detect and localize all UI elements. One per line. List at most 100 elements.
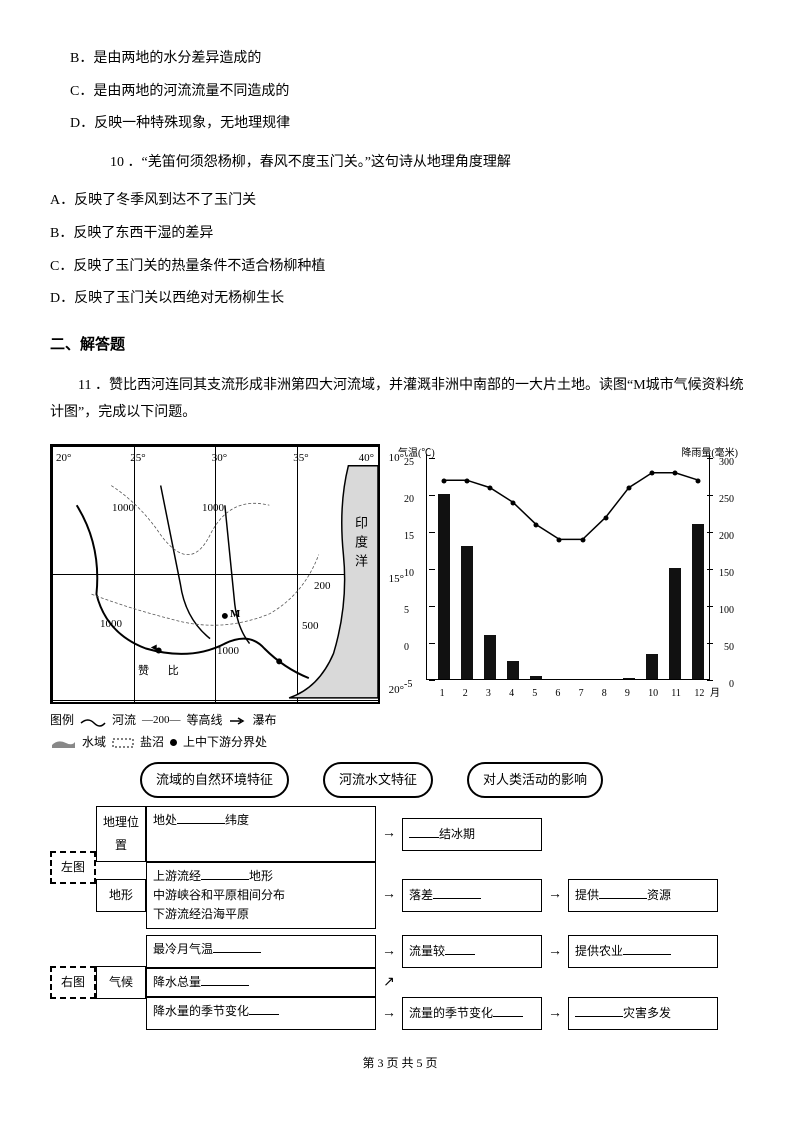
temp-point	[534, 523, 539, 528]
month-label: 12	[694, 684, 704, 703]
ter1-pre: 上游流经	[153, 869, 201, 883]
bubble-3: 对人类活动的影响	[467, 762, 603, 799]
map-panel: 20° 25° 30° 35° 40° 10° 15° 20° M 印度洋	[50, 444, 380, 753]
month-label: 2	[463, 684, 468, 703]
month-label: 11	[671, 684, 681, 703]
detail-ter: 上游流经 地形 中游峡谷和平原相间分布 下游流经沿海平原	[146, 862, 376, 930]
cli2: 降水总量	[146, 968, 376, 997]
waterfall-icon	[229, 716, 247, 726]
mid-drop: 落差	[402, 879, 542, 912]
q10-A: A．反映了冬季风到达不了玉门关	[50, 188, 750, 215]
temp-point	[464, 478, 469, 483]
mid-season: 流量的季节变化	[402, 997, 542, 1030]
cat-cli: 气候	[96, 966, 146, 999]
opt-prev-B: B．是由两地的水分差异造成的	[70, 46, 750, 73]
bubble-2: 河流水文特征	[323, 762, 433, 799]
src-left: 左图	[50, 851, 96, 884]
month-label: 7	[579, 684, 584, 703]
out-dis-t: 灾害多发	[623, 1006, 671, 1020]
month-label: 5	[532, 684, 537, 703]
ter3: 下游流经沿海平原	[153, 905, 369, 924]
pos-post: 纬度	[225, 813, 249, 827]
contour-1000c: 1000	[100, 614, 122, 635]
q10-stem: 10 ．“羌笛何须怨杨柳，春风不度玉门关。”这句诗从地理角度理解	[110, 150, 750, 177]
flow-row-pos: 左图 地理位置 地处纬度 → 结冰期 地形 上游流经地形 中游峡谷和平原相间分布…	[50, 806, 750, 929]
out-agri-t: 提供农业	[575, 944, 623, 958]
map-canvas: 20° 25° 30° 35° 40° 10° 15° 20° M 印度洋	[50, 444, 380, 704]
legend-river: 河流	[112, 710, 136, 732]
cli3-t: 降水量的季节变化	[153, 1004, 249, 1018]
legend-contour-sym: —200—	[142, 711, 181, 731]
contour-200: 200	[314, 576, 331, 597]
temp-point	[487, 486, 492, 491]
month-label: 10	[648, 684, 658, 703]
month-label: 3	[486, 684, 491, 703]
out-res-pre: 提供	[575, 888, 599, 902]
temp-point	[673, 471, 678, 476]
arrow-icon: →	[542, 939, 568, 966]
rain-bar	[669, 568, 681, 679]
cat-ter: 地形	[96, 879, 146, 912]
q10-C: C．反映了玉门关的热量条件不适合杨柳种植	[50, 254, 750, 281]
mid-ice-t: 结冰期	[439, 827, 475, 841]
legend-title: 图例	[50, 710, 74, 732]
figure-row: 20° 25° 30° 35° 40° 10° 15° 20° M 印度洋	[50, 444, 750, 753]
cli3: 降水量的季节变化	[146, 997, 376, 1030]
contour-1000b: 1000	[202, 498, 224, 519]
rain-bar	[507, 661, 519, 680]
divide-icon	[170, 739, 177, 746]
river-icon	[80, 715, 106, 727]
month-label: 4	[509, 684, 514, 703]
detail-pos: 地处 纬度	[146, 806, 376, 862]
month-label: 1	[440, 684, 445, 703]
section-2-heading: 二、解答题	[50, 331, 750, 360]
arrow-icon: →	[376, 882, 402, 909]
arrow-icon: →	[376, 939, 402, 966]
arrow-icon: →	[376, 1001, 402, 1028]
rain-bar	[530, 676, 542, 680]
contour-1000d: 1000	[217, 641, 239, 662]
rain-bar	[438, 494, 450, 679]
bubble-1: 流域的自然环境特征	[140, 762, 289, 799]
temp-point	[580, 537, 585, 542]
q11-text: 11 ．赞比西河连同其支流形成非洲第四大河流域，并灌溉非洲中南部的一大片土地。读…	[50, 373, 750, 426]
cat-pos: 地理位置	[96, 806, 146, 862]
month-label: 9	[625, 684, 630, 703]
rain-bar	[692, 524, 704, 679]
temp-point	[696, 478, 701, 483]
legend-contour: 等高线	[187, 710, 223, 732]
flow-row-cli: 右图 气候 最冷月气温 → 流量较 → 提供农业 降水总量 ↗ 降水量的季节变化…	[50, 935, 750, 1030]
rain-bar	[484, 635, 496, 679]
out-res-post: 资源	[647, 888, 671, 902]
out-res: 提供 资源	[568, 879, 718, 912]
cli2-t: 降水总量	[153, 975, 201, 989]
arrow-icon: →	[542, 882, 568, 909]
mid-ice: 结冰期	[402, 818, 542, 851]
map-svg	[52, 446, 378, 703]
flowchart: 流域的自然环境特征 河流水文特征 对人类活动的影响 左图 地理位置 地处 纬度 →…	[50, 762, 750, 1031]
rain-bar	[461, 546, 473, 679]
temp-point	[650, 471, 655, 476]
ter1-post: 地形	[249, 869, 273, 883]
q10-B: B．反映了东西干湿的差异	[50, 221, 750, 248]
map-legend: 图例 河流 —200— 等高线 瀑布 水域 盐沼 上中下游分界处	[50, 710, 380, 753]
temp-point	[603, 515, 608, 520]
contour-500: 500	[302, 616, 319, 637]
month-label: 8	[602, 684, 607, 703]
ocean-label: 印度洋	[347, 516, 372, 573]
out-agri: 提供农业	[568, 935, 718, 968]
src-right: 右图	[50, 966, 96, 999]
temp-point	[557, 537, 562, 542]
mid-flow-t: 流量较	[409, 944, 445, 958]
mid-flow: 流量较	[402, 935, 542, 968]
legend-waterfall: 瀑布	[253, 710, 277, 732]
pos-pre: 地处	[153, 813, 177, 827]
q10-D: D．反映了玉门关以西绝对无杨柳生长	[50, 286, 750, 313]
arrow-icon: ↗	[376, 970, 402, 997]
page-footer: 第 3 页 共 5 页	[50, 1052, 750, 1075]
mid-season-t: 流量的季节变化	[409, 1006, 493, 1020]
temp-point	[626, 486, 631, 491]
arrow-icon: →	[542, 1001, 568, 1028]
temp-point	[511, 500, 516, 505]
ter2: 中游峡谷和平原相间分布	[153, 886, 369, 905]
